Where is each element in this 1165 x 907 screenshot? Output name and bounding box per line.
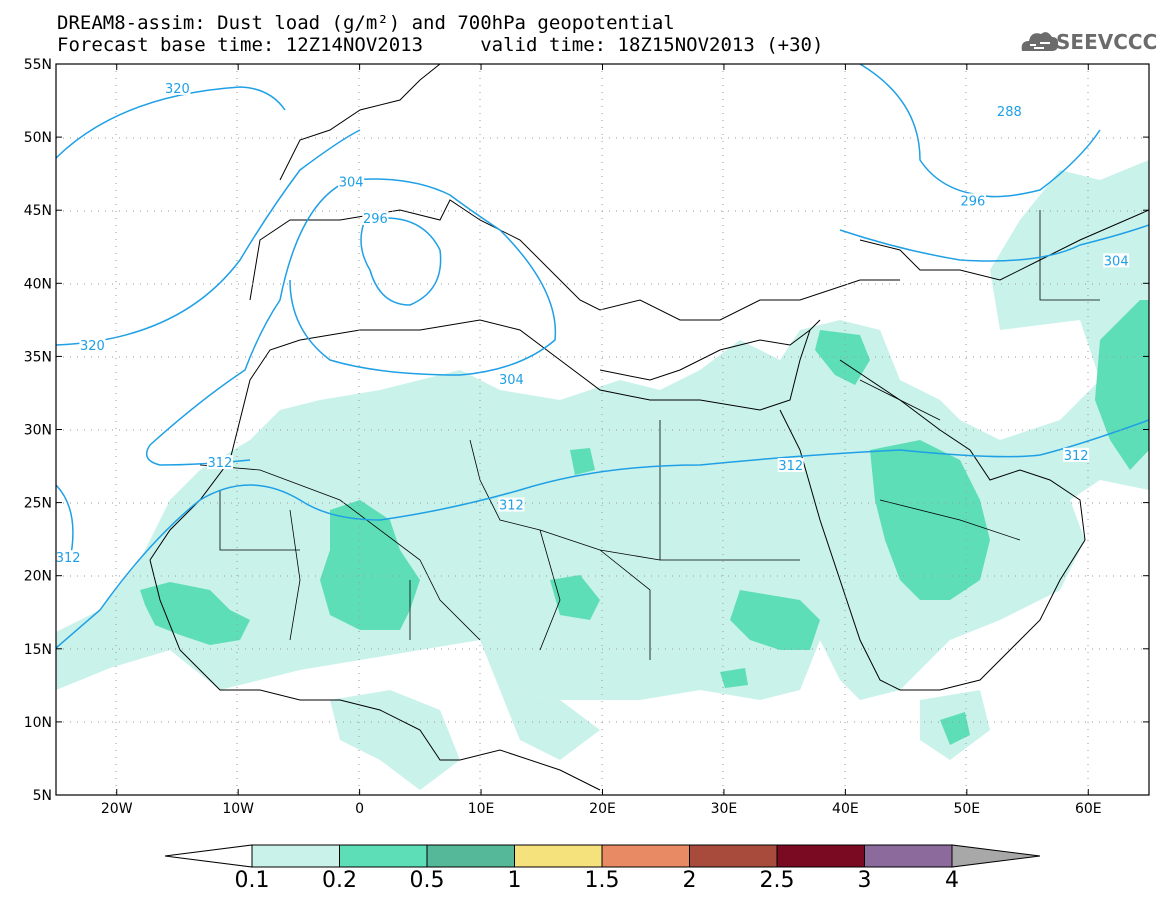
colorbar-label: 1	[508, 868, 522, 893]
colorbar-label: 4	[945, 868, 959, 893]
lat-label: 40N	[24, 276, 52, 292]
colorbar-over-arrow	[951, 844, 1041, 868]
colorbar-swatch	[514, 844, 603, 868]
lon-label: 30E	[711, 801, 738, 817]
logo-text: SEEVCCC	[1056, 30, 1158, 54]
colorbar-label: 2.5	[760, 868, 795, 893]
lon-label: 60E	[1075, 801, 1102, 817]
longitude-labels: 20W 10W 0 10E 20E 30E 40E 50E 60E	[101, 801, 1102, 817]
colorbar-under-arrow	[164, 844, 253, 868]
contour-label-bg	[1103, 253, 1130, 268]
contour-label-bg	[338, 174, 365, 189]
contour-label-bg	[1063, 447, 1090, 462]
colorbar-label: 1.5	[585, 868, 620, 893]
coastlines	[149, 64, 1149, 791]
lat-label: 50N	[24, 130, 52, 146]
lat-label: 55N	[24, 57, 52, 73]
contour-label: 304	[1104, 254, 1129, 269]
dust-fill-mid	[140, 300, 1149, 745]
graticule	[56, 64, 1149, 795]
lat-label: 45N	[24, 203, 52, 219]
contour-label-bg	[959, 193, 986, 208]
colorbar-swatch	[339, 844, 428, 868]
contour-label: 312	[499, 499, 524, 514]
colorbar-label: 0.2	[322, 868, 357, 893]
lat-label: 20N	[24, 569, 52, 585]
colorbar-swatch	[864, 844, 953, 868]
lon-label: 50E	[953, 801, 980, 817]
contour-label-bg	[56, 550, 82, 565]
axis-ticks	[56, 63, 1149, 796]
colorbar-legend: 0.1 0.2 0.5 1 1.5 2 2.5 3 4	[164, 844, 1041, 893]
contour-label: 288	[997, 105, 1022, 120]
lon-label: 10W	[222, 801, 254, 817]
contour-label: 312	[56, 551, 81, 566]
contour-label-bg	[206, 455, 233, 470]
lat-label: 10N	[24, 715, 52, 731]
map-title: DREAM8-assim: Dust load (g/m²) and 700hP…	[57, 12, 675, 34]
dust-fill-low	[56, 160, 1149, 790]
contour-label: 320	[80, 339, 105, 354]
contour-label-bg	[777, 458, 804, 473]
lat-label: 5N	[33, 788, 52, 804]
contour-label: 296	[960, 194, 985, 209]
lat-label: 25N	[24, 496, 52, 512]
contour-label: 312	[1064, 449, 1089, 464]
contour-label: 312	[778, 459, 803, 474]
contour-label: 312	[208, 456, 233, 471]
contour-label: 304	[339, 175, 364, 190]
contour-label: 304	[499, 373, 524, 388]
contour-label-bg	[498, 371, 525, 386]
colorbar-swatch	[251, 844, 340, 868]
colorbar-swatch	[689, 844, 778, 868]
colorbar-label: 2	[683, 868, 697, 893]
contour-label-bg	[996, 104, 1023, 119]
colorbar-swatch	[776, 844, 865, 868]
lon-label: 20E	[589, 801, 616, 817]
lon-label: 20W	[101, 801, 133, 817]
colorbar-swatch	[601, 844, 690, 868]
lon-label: 40E	[832, 801, 859, 817]
lon-label: 0	[355, 801, 364, 817]
contour-label: 320	[165, 82, 190, 97]
contour-label-bg	[498, 497, 525, 512]
contour-label-bg	[164, 80, 191, 95]
contour-label-bg	[79, 338, 106, 353]
lat-label: 35N	[24, 349, 52, 365]
lat-label: 30N	[24, 423, 52, 439]
contour-label: 296	[363, 212, 388, 227]
cloud-logo-icon	[1021, 32, 1059, 51]
latitude-labels: 55N 50N 45N 40N 35N 30N 25N 20N 15N 10N 5N	[24, 57, 52, 804]
colorbar-swatch	[426, 844, 515, 868]
lat-label: 15N	[24, 642, 52, 658]
lon-label: 10E	[468, 801, 495, 817]
contour-labels: 320 320 304 296 304 312 312 312 312 304 296 288 312	[56, 80, 1130, 566]
colorbar-label: 3	[858, 868, 872, 893]
forecast-time-subtitle: Forecast base time: 12Z14NOV2013 valid t…	[57, 34, 824, 56]
colorbar-label: 0.1	[235, 868, 270, 893]
contour-label-bg	[362, 210, 389, 225]
colorbar-label: 0.5	[410, 868, 445, 893]
